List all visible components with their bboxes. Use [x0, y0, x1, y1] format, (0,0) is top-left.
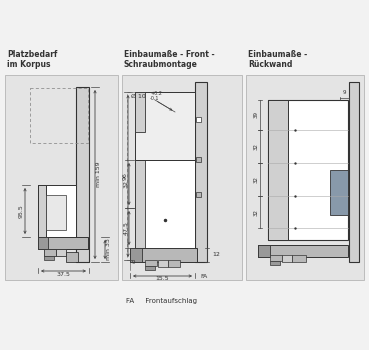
Text: 15.5: 15.5 — [156, 276, 169, 281]
Bar — [292, 255, 306, 262]
Bar — [196, 117, 201, 122]
Text: 9: 9 — [131, 260, 135, 266]
Text: Platzbedarf
im Korpus: Platzbedarf im Korpus — [7, 50, 57, 69]
Bar — [268, 100, 348, 240]
Text: FA: FA — [200, 273, 207, 279]
Bar — [196, 192, 201, 197]
Bar — [44, 256, 54, 260]
Bar — [330, 170, 348, 215]
Text: 32: 32 — [254, 143, 259, 150]
Bar — [5, 75, 118, 280]
Text: Einbaumaße - Front -
Schraubmontage: Einbaumaße - Front - Schraubmontage — [124, 50, 215, 69]
Bar — [145, 260, 157, 266]
Bar — [349, 82, 359, 262]
Text: min 33: min 33 — [106, 239, 110, 260]
Bar — [30, 88, 88, 143]
Bar — [258, 245, 270, 257]
Text: +0.2
-0.1: +0.2 -0.1 — [150, 91, 162, 102]
Bar — [38, 185, 76, 237]
Bar — [44, 249, 56, 256]
Bar — [268, 100, 288, 240]
Bar — [38, 237, 48, 249]
Bar — [195, 82, 207, 262]
Text: 32: 32 — [254, 176, 259, 183]
Text: 47.5: 47.5 — [124, 221, 128, 235]
Text: 9: 9 — [342, 91, 346, 96]
Bar — [76, 87, 89, 262]
Bar — [258, 245, 348, 257]
Bar — [38, 185, 46, 237]
Text: min 159: min 159 — [96, 162, 100, 187]
Bar — [46, 195, 66, 230]
Bar — [127, 92, 202, 260]
Text: Einbaumaße -
Rückwand: Einbaumaße - Rückwand — [248, 50, 307, 69]
Bar — [168, 260, 180, 267]
Bar — [282, 255, 292, 262]
Bar — [270, 255, 282, 261]
Bar — [135, 160, 195, 260]
Bar — [196, 157, 201, 162]
Bar — [66, 252, 78, 262]
Bar — [135, 92, 195, 160]
Bar — [130, 248, 142, 262]
Text: 32: 32 — [124, 180, 128, 188]
Text: 96: 96 — [123, 172, 128, 180]
Bar — [38, 237, 88, 249]
Bar — [246, 75, 364, 280]
Text: 12: 12 — [212, 252, 220, 258]
Bar — [122, 75, 242, 280]
Bar — [135, 92, 145, 132]
Bar — [158, 260, 168, 267]
Bar — [135, 160, 145, 260]
Text: 37.5: 37.5 — [56, 272, 70, 276]
Text: 39: 39 — [254, 112, 259, 119]
Text: 32: 32 — [254, 209, 259, 216]
Text: Ø 10: Ø 10 — [131, 93, 146, 98]
Bar — [270, 261, 280, 265]
Bar — [130, 248, 197, 262]
Text: 95.5: 95.5 — [18, 204, 24, 218]
Text: FA     Frontaufschlag: FA Frontaufschlag — [126, 298, 197, 304]
Bar — [56, 249, 66, 256]
Bar — [145, 266, 155, 270]
